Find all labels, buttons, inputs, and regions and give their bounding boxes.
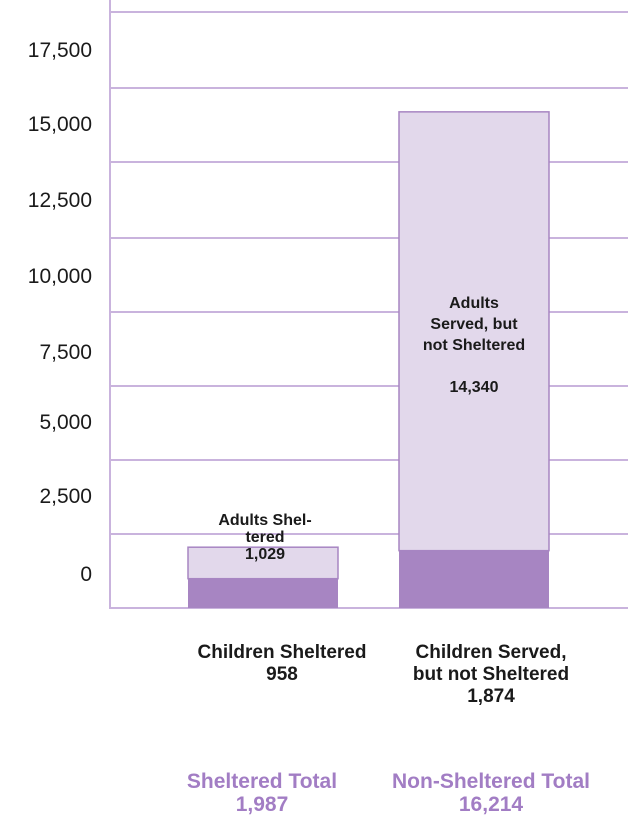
category-label-children-sheltered: 958: [266, 664, 298, 685]
segment-label-adults-sheltered: tered: [245, 529, 284, 546]
total-label-2: 16,214: [459, 793, 524, 816]
bar-2-segment-2: [398, 111, 550, 552]
total-label-2: Non-Sheltered Total: [392, 770, 590, 793]
total-label-1: 1,987: [236, 793, 289, 816]
segment-label-adults-not-sheltered: Adults: [449, 295, 499, 312]
bar-1-segment-1: [188, 578, 338, 608]
y-tick-label: 5,000: [39, 411, 92, 434]
category-label-children-sheltered: Children Sheltered: [198, 642, 367, 663]
total-label-1: Sheltered Total: [187, 770, 337, 793]
category-label-children-not-sheltered: 1,874: [467, 686, 515, 707]
segment-label-adults-not-sheltered: 14,340: [450, 379, 499, 396]
bar-2-segment-1: [399, 550, 549, 608]
bar-1-segment-2: [187, 546, 339, 580]
y-tick-label: 7,500: [39, 341, 92, 364]
y-tick-label: 17,500: [28, 39, 92, 62]
segment-label-adults-not-sheltered: Served, but: [430, 316, 518, 333]
y-tick-label: 2,500: [39, 485, 92, 508]
category-label-children-not-sheltered: Children Served,: [416, 642, 567, 663]
y-tick-label: 12,500: [28, 189, 92, 212]
y-tick-label: 15,000: [28, 113, 92, 136]
segment-label-adults-sheltered: 1,029: [245, 546, 285, 563]
y-tick-label: 0: [80, 563, 92, 586]
segment-label-adults-not-sheltered: not Sheltered: [423, 337, 525, 354]
y-tick-label: 10,000: [28, 265, 92, 288]
category-label-children-not-sheltered: but not Sheltered: [413, 664, 569, 685]
segment-label-adults-sheltered: Adults Shel-: [218, 512, 311, 529]
